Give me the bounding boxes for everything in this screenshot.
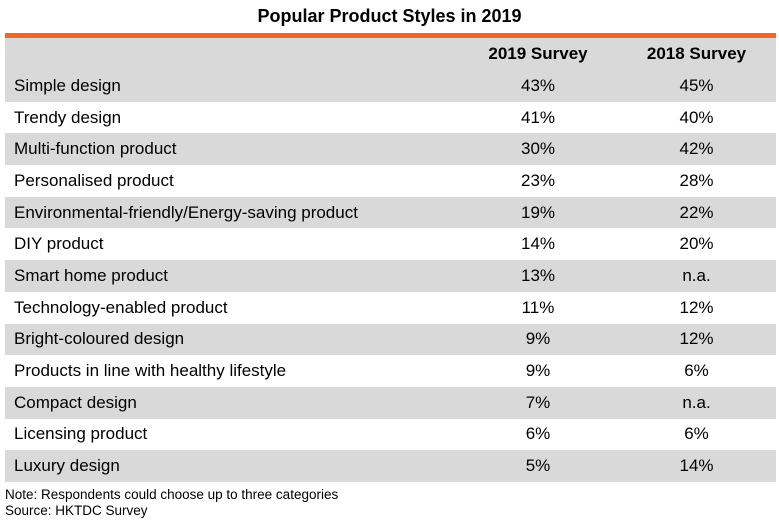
product-styles-table: 2019 Survey 2018 Survey Simple design 43%… xyxy=(5,38,776,482)
value-2019: 6% xyxy=(459,418,617,451)
value-2018: 42% xyxy=(617,133,776,166)
table-row: DIY product 14% 20% xyxy=(5,228,776,261)
value-2019: 13% xyxy=(459,260,617,292)
column-header-category xyxy=(5,38,459,70)
value-2019: 30% xyxy=(459,133,617,166)
value-2018: 20% xyxy=(617,228,776,261)
value-2018: 40% xyxy=(617,101,776,134)
value-2019: 9% xyxy=(459,355,617,387)
table-row: Multi-function product 30% 42% xyxy=(5,133,776,166)
value-2019: 19% xyxy=(459,196,617,229)
value-2018: 22% xyxy=(617,196,776,229)
value-2018: 45% xyxy=(617,70,776,102)
table-row: Luxury design 5% 14% xyxy=(5,450,776,482)
row-label: Technology-enabled product xyxy=(5,291,459,324)
table-body: Simple design 43% 45% Trendy design 41% 40% Mu… xyxy=(5,70,776,482)
value-2018: 6% xyxy=(617,355,776,387)
footnotes: Note: Respondents could choose up to thr… xyxy=(5,487,338,519)
value-2019: 7% xyxy=(459,386,617,419)
row-label: Luxury design xyxy=(5,450,459,482)
row-label: Compact design xyxy=(5,386,459,419)
table-row: Trendy design 41% 40% xyxy=(5,101,776,134)
table-row: Smart home product 13% n.a. xyxy=(5,260,776,292)
table-row: Personalised product 23% 28% xyxy=(5,165,776,197)
value-2019: 9% xyxy=(459,323,617,356)
table-row: Products in line with healthy lifestyle 9… xyxy=(5,355,776,387)
header-row: 2019 Survey 2018 Survey xyxy=(5,38,776,70)
value-2019: 43% xyxy=(459,70,617,102)
row-label: Smart home product xyxy=(5,260,459,292)
value-2018: 28% xyxy=(617,165,776,197)
row-label: Multi-function product xyxy=(5,133,459,166)
row-label: Products in line with healthy lifestyle xyxy=(5,355,459,387)
table-row: Licensing product 6% 6% xyxy=(5,418,776,451)
table-row: Technology-enabled product 11% 12% xyxy=(5,291,776,324)
table-row: Bright-coloured design 9% 12% xyxy=(5,323,776,356)
value-2018: 14% xyxy=(617,450,776,482)
value-2018: 6% xyxy=(617,418,776,451)
column-header-2019: 2019 Survey xyxy=(459,38,617,70)
value-2019: 23% xyxy=(459,165,617,197)
value-2019: 5% xyxy=(459,450,617,482)
column-header-2018: 2018 Survey xyxy=(617,38,776,70)
value-2018: n.a. xyxy=(617,260,776,292)
row-label: Trendy design xyxy=(5,101,459,134)
row-label: Simple design xyxy=(5,70,459,102)
table-row: Simple design 43% 45% xyxy=(5,70,776,102)
row-label: Environmental-friendly/Energy-saving pro… xyxy=(5,196,459,229)
value-2019: 41% xyxy=(459,101,617,134)
note-text: Note: Respondents could choose up to thr… xyxy=(5,487,339,502)
row-label: Personalised product xyxy=(5,165,459,197)
value-2018: n.a. xyxy=(617,386,776,419)
chart-title: Popular Product Styles in 2019 xyxy=(257,6,522,26)
value-2018: 12% xyxy=(617,323,776,356)
table-row: Compact design 7% n.a. xyxy=(5,386,776,419)
value-2019: 11% xyxy=(459,291,617,324)
table-row: Environmental-friendly/Energy-saving pro… xyxy=(5,196,776,229)
source-text: Source: HKTDC Survey xyxy=(5,503,148,518)
value-2018: 12% xyxy=(617,291,776,324)
row-label: Licensing product xyxy=(5,418,459,451)
accent-bar xyxy=(5,33,776,38)
row-label: Bright-coloured design xyxy=(5,323,459,356)
value-2019: 14% xyxy=(459,228,617,261)
row-label: DIY product xyxy=(5,228,459,261)
